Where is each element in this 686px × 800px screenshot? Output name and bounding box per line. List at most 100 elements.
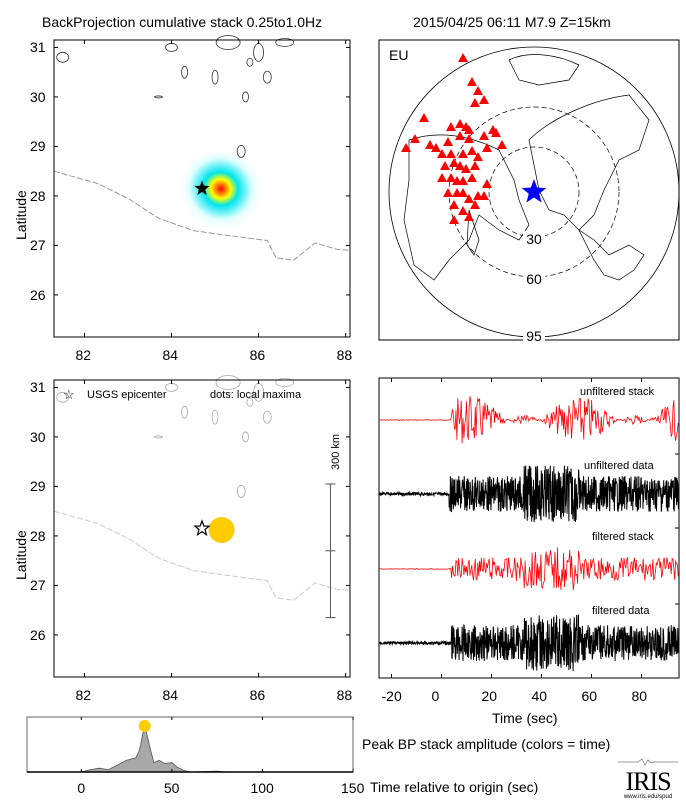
station-triangle-icon [464,212,474,221]
lake-outline [262,70,272,84]
lake-outline [262,410,272,424]
x-tick-label: 50 [163,780,180,796]
cumulative-stack-map [53,35,351,338]
lake-outline [236,144,246,158]
y-tick-label: 26 [30,626,46,643]
region-label: EU [389,47,409,63]
ring-label-30: 30 [526,231,542,247]
station-triangle-icon [482,179,492,188]
station-triangle-icon [437,173,447,182]
x-tick-label: 86 [249,687,266,703]
station-triangle-icon [440,161,450,170]
station-triangle-icon [458,206,468,215]
y-tick-label: 29 [30,138,46,155]
label-filtered-stack: filtered stack [590,531,656,543]
lake-outline [215,375,241,390]
station-triangle-icon [467,77,477,86]
energy-heat-blob [180,150,263,231]
trace-unfiltered-stack [379,394,679,444]
country-border [53,510,351,601]
station-triangle-icon [419,113,429,122]
lake-outline [236,484,246,498]
station-triangle-icon [473,86,483,95]
station-triangle-icon [473,152,483,161]
station-map: 30 60 95 [378,39,680,344]
station-triangle-icon [455,161,465,170]
y-tick-label: 31 [30,379,46,396]
station-triangle-icon [470,98,480,107]
y-tick-label: 26 [30,286,46,303]
station-triangle-icon [458,188,468,197]
station-triangle-icon [449,215,459,224]
x-tick-label: 80 [631,688,648,704]
x-tick-label: 100 [250,780,274,796]
country-border [53,170,351,261]
station-triangle-icon [470,161,480,170]
lake-outline [181,405,188,419]
station-triangle-icon [467,146,477,155]
local-maxima-map [53,375,351,678]
continent-outline [578,228,645,281]
x-tick-label: 86 [249,347,266,363]
x-tick-label: 0 [431,688,440,704]
label-unfiltered-data: unfiltered data [582,460,656,472]
lake-outline [242,431,249,443]
station-triangle-icon [437,149,447,158]
plot-frame [26,716,354,773]
station-triangle-icon [464,125,474,134]
legend-dots-label: dots: local maxima [210,389,302,401]
seismogram-logo-icon [618,758,678,766]
continent-outline [508,54,580,86]
plot-frame [53,39,351,338]
x-tick-label: 84 [162,347,179,363]
peak-dot [138,720,151,732]
station-triangle-icon [446,149,456,158]
y-axis-label-top: Latitude [13,190,29,240]
continent-outline [466,209,480,256]
ring-label-95: 95 [526,328,542,344]
lake-outline [165,383,178,392]
x-tick-label: 40 [531,688,548,704]
lake-outline [56,51,70,63]
station-triangle-icon [461,164,471,173]
ring-label-bg [523,231,545,247]
continent-outline [403,134,530,281]
lake-outline [56,391,70,403]
station-triangle-icon [449,200,459,209]
x-tick-label: 60 [581,688,598,704]
station-triangle-icon [467,173,477,182]
lake-outline [165,43,178,52]
lake-outline [253,42,264,62]
x-tick-label: 82 [75,347,92,363]
trace-filtered-data [378,614,680,672]
iris-logo[interactable]: IRIS www.iris.edu/spud [613,752,683,800]
station-triangle-icon [443,188,453,197]
y-tick-label: 30 [30,428,46,445]
iris-url: www.iris.edu/spud [623,794,673,800]
y-tick-label: 30 [30,88,46,105]
x-tick-label: 84 [162,687,179,703]
station-triangle-icon [455,131,465,140]
local-maximum-dot [208,516,235,543]
ring-label-bg [523,271,545,287]
legend-star-icon: ☆ [63,387,75,402]
x-tick-label: 82 [75,687,92,703]
station-triangle-icon [455,119,465,128]
station-triangle-icon [458,176,468,185]
peak-amplitude-chart [26,716,354,773]
lake-outline [242,91,249,103]
station-triangle-icon [470,200,480,209]
station-triangle-icon [410,134,420,143]
time-caption: Time relative to origin (sec) [370,779,539,795]
lake-outline [211,409,219,425]
epicenter-star-icon [194,180,210,195]
amplitude-caption: Peak BP stack amplitude (colors = time) [362,736,611,752]
y-tick-label: 27 [30,577,46,594]
y-tick-label: 29 [30,478,46,495]
lake-outline [275,378,295,387]
station-triangle-icon [458,149,468,158]
station-triangle-icon [479,131,489,140]
station-triangle-icon [446,173,456,182]
station-triangle-icon [443,137,453,146]
scale-bar-label: 300 km [330,433,342,470]
